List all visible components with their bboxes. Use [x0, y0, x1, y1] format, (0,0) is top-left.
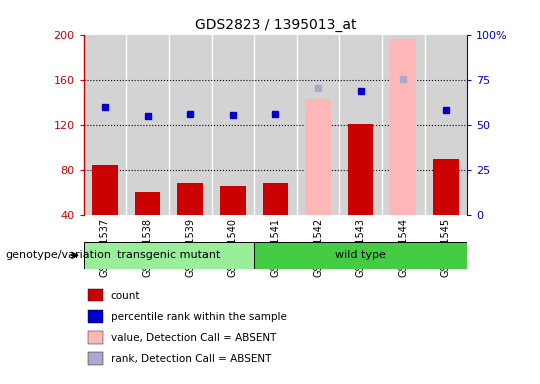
Bar — [390, 39, 416, 215]
Bar — [178, 184, 203, 215]
Bar — [87, 310, 103, 323]
Bar — [254, 242, 467, 269]
Text: wild type: wild type — [335, 250, 386, 260]
Text: rank, Detection Call = ABSENT: rank, Detection Call = ABSENT — [111, 354, 271, 364]
Text: transgenic mutant: transgenic mutant — [117, 250, 220, 260]
Title: GDS2823 / 1395013_at: GDS2823 / 1395013_at — [194, 18, 356, 32]
Bar — [220, 186, 246, 215]
Bar — [87, 331, 103, 344]
Bar — [433, 159, 458, 215]
Text: percentile rank within the sample: percentile rank within the sample — [111, 312, 286, 322]
Text: value, Detection Call = ABSENT: value, Detection Call = ABSENT — [111, 333, 276, 343]
Text: genotype/variation: genotype/variation — [5, 250, 111, 260]
Bar — [87, 289, 103, 301]
Bar — [348, 124, 373, 215]
Bar — [305, 99, 331, 215]
Bar — [135, 192, 160, 215]
Bar — [262, 184, 288, 215]
Text: count: count — [111, 291, 140, 301]
Bar — [84, 242, 254, 269]
Bar — [87, 353, 103, 365]
Bar — [92, 166, 118, 215]
